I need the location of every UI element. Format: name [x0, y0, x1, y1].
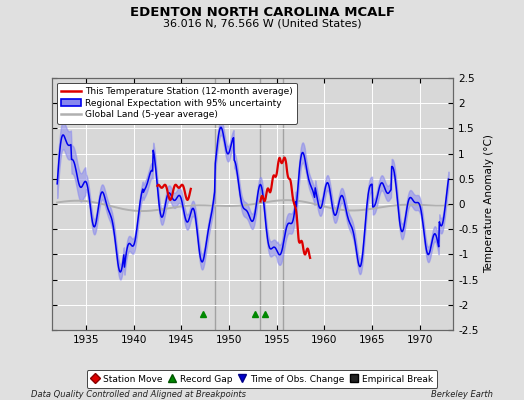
Legend: Station Move, Record Gap, Time of Obs. Change, Empirical Break: Station Move, Record Gap, Time of Obs. C…: [86, 370, 438, 388]
Text: Berkeley Earth: Berkeley Earth: [431, 390, 493, 399]
Y-axis label: Temperature Anomaly (°C): Temperature Anomaly (°C): [484, 134, 494, 274]
Text: 36.016 N, 76.566 W (United States): 36.016 N, 76.566 W (United States): [162, 18, 362, 28]
Text: Data Quality Controlled and Aligned at Breakpoints: Data Quality Controlled and Aligned at B…: [31, 390, 246, 399]
Legend: This Temperature Station (12-month average), Regional Expectation with 95% uncer: This Temperature Station (12-month avera…: [57, 82, 297, 124]
Text: EDENTON NORTH CAROLINA MCALF: EDENTON NORTH CAROLINA MCALF: [129, 6, 395, 19]
